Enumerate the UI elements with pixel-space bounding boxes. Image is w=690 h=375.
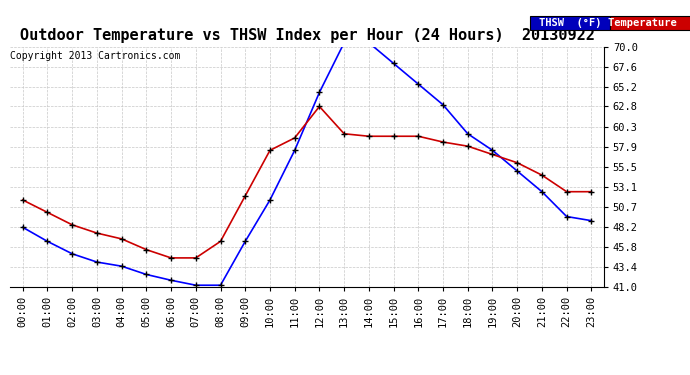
Text: Temperature  (°F): Temperature (°F) — [608, 18, 690, 28]
Text: THSW  (°F): THSW (°F) — [539, 18, 601, 28]
FancyBboxPatch shape — [530, 16, 610, 30]
FancyBboxPatch shape — [610, 16, 690, 30]
Title: Outdoor Temperature vs THSW Index per Hour (24 Hours)  20130922: Outdoor Temperature vs THSW Index per Ho… — [19, 28, 595, 43]
Text: Copyright 2013 Cartronics.com: Copyright 2013 Cartronics.com — [10, 51, 181, 61]
